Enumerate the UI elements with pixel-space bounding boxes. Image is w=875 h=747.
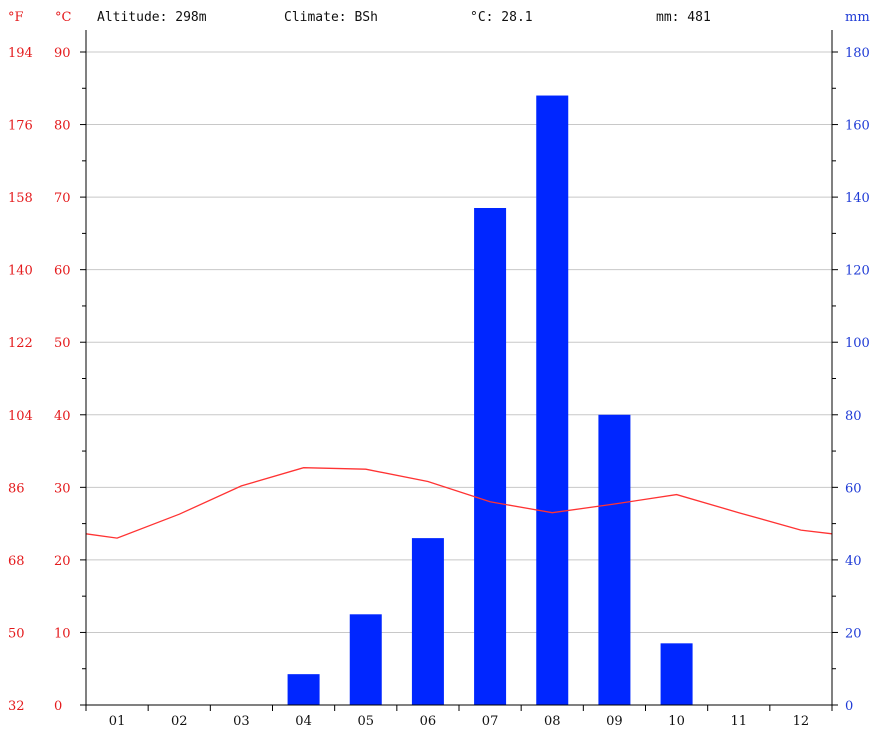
month-label: 01 [109, 714, 126, 729]
month-label: 04 [295, 714, 312, 729]
climate-label: Climate: BSh [284, 10, 378, 25]
mean-temp-label: °C: 28.1 [470, 10, 533, 25]
mm-tick-label: 60 [845, 481, 862, 496]
precipitation-bars [287, 95, 693, 706]
axes [80, 30, 838, 711]
celsius-tick-label: 50 [54, 336, 71, 351]
celsius-tick-label: 0 [54, 699, 62, 714]
mm-tick-label: 40 [845, 554, 862, 569]
mm-tick-label: 0 [845, 699, 853, 714]
fahrenheit-tick-label: 104 [8, 409, 33, 424]
mm-tick-label: 80 [845, 409, 862, 424]
mm-tick-label: 160 [845, 119, 870, 134]
unit-fahrenheit-label: °F [8, 10, 24, 25]
gridlines [86, 51, 832, 633]
mm-tick-label: 140 [845, 191, 870, 206]
fahrenheit-tick-label: 50 [8, 626, 25, 641]
fahrenheit-tick-label: 122 [8, 336, 33, 351]
month-label: 06 [420, 714, 437, 729]
month-label: 07 [482, 714, 499, 729]
fahrenheit-tick-label: 32 [8, 699, 25, 714]
precip-bar [536, 95, 569, 706]
precip-bar [598, 414, 631, 705]
fahrenheit-tick-label: 176 [8, 119, 33, 134]
fahrenheit-tick-label: 140 [8, 264, 33, 279]
month-label: 10 [668, 714, 685, 729]
month-label: 05 [357, 714, 374, 729]
mm-tick-label: 120 [845, 264, 870, 279]
celsius-tick-label: 40 [54, 409, 71, 424]
month-label: 02 [171, 714, 188, 729]
total-precip-label: mm: 481 [656, 10, 711, 25]
month-label: 08 [544, 714, 561, 729]
month-label: 12 [793, 714, 810, 729]
precip-bar [287, 674, 320, 705]
celsius-tick-label: 80 [54, 119, 71, 134]
month-label: 11 [730, 714, 747, 729]
precip-bar [660, 643, 693, 705]
unit-mm-label: mm [845, 10, 870, 25]
celsius-tick-label: 70 [54, 191, 71, 206]
axis-labels: 0 32 10 50 20 68 30 86 40 104 50 122 60 140 70 158 80 176… [8, 46, 870, 729]
celsius-tick-label: 10 [54, 626, 71, 641]
fahrenheit-tick-label: 68 [8, 554, 25, 569]
precip-bar [349, 614, 382, 705]
celsius-tick-label: 30 [54, 481, 71, 496]
temperature-line-group [85, 467, 833, 539]
fahrenheit-tick-label: 194 [8, 46, 33, 61]
precip-bar [411, 538, 444, 705]
celsius-tick-label: 90 [54, 46, 71, 61]
month-label: 03 [233, 714, 250, 729]
fahrenheit-tick-label: 86 [8, 481, 25, 496]
mm-tick-label: 180 [845, 46, 870, 61]
mm-tick-label: 20 [845, 626, 862, 641]
temperature-line [85, 467, 833, 539]
celsius-tick-label: 20 [54, 554, 71, 569]
month-label: 09 [606, 714, 623, 729]
mm-tick-label: 100 [845, 336, 870, 351]
celsius-tick-label: 60 [54, 264, 71, 279]
precip-bar [474, 207, 507, 705]
fahrenheit-tick-label: 158 [8, 191, 33, 206]
altitude-label: Altitude: 298m [97, 10, 207, 25]
unit-celsius-label: °C [55, 10, 72, 25]
